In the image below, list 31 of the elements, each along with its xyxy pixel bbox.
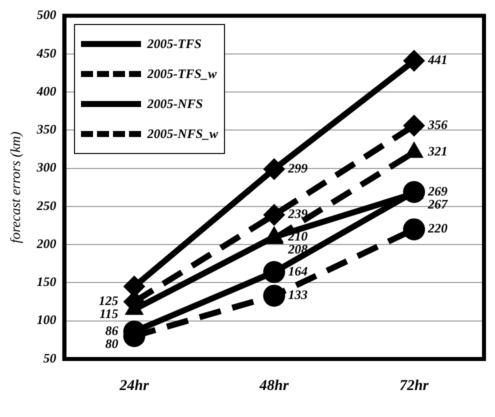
data-label: 86 <box>105 322 119 338</box>
y-tick-label: 400 <box>36 83 57 98</box>
y-tick-label: 200 <box>36 236 57 251</box>
y-tick-label: 350 <box>36 122 57 137</box>
y-tick-label: 250 <box>36 198 57 213</box>
data-label: 269 <box>427 183 448 198</box>
legend-label: 2005-NFS_w <box>147 126 218 142</box>
data-label: 164 <box>288 263 308 278</box>
y-axis-title: forecast errors (km) <box>9 131 24 244</box>
data-label: 125 <box>98 293 119 308</box>
x-tick-label: 48hr <box>258 378 289 394</box>
legend-label: 2005-TFS <box>147 36 202 52</box>
y-tick-label: 450 <box>36 45 57 60</box>
data-label: 441 <box>427 52 448 68</box>
x-tick-label: 72hr <box>399 378 429 394</box>
legend-label: 2005-TFS_w <box>147 66 217 82</box>
legend-label: 2005-NFS <box>147 96 203 112</box>
data-label: 115 <box>99 306 119 322</box>
y-tick-label: 500 <box>36 7 57 22</box>
x-tick-label: 24hr <box>118 378 149 394</box>
data-label: 80 <box>105 336 119 351</box>
y-tick-label: 150 <box>36 274 57 290</box>
data-label: 356 <box>427 116 448 132</box>
y-tick-label: 100 <box>36 312 57 328</box>
y-tick-label: 50 <box>43 350 57 366</box>
data-label: 321 <box>427 144 448 159</box>
data-label: 220 <box>427 220 448 236</box>
data-label: 267 <box>427 196 448 212</box>
data-label: 133 <box>288 287 308 302</box>
data-label: 299 <box>287 160 308 176</box>
y-tick-label: 300 <box>36 160 57 175</box>
